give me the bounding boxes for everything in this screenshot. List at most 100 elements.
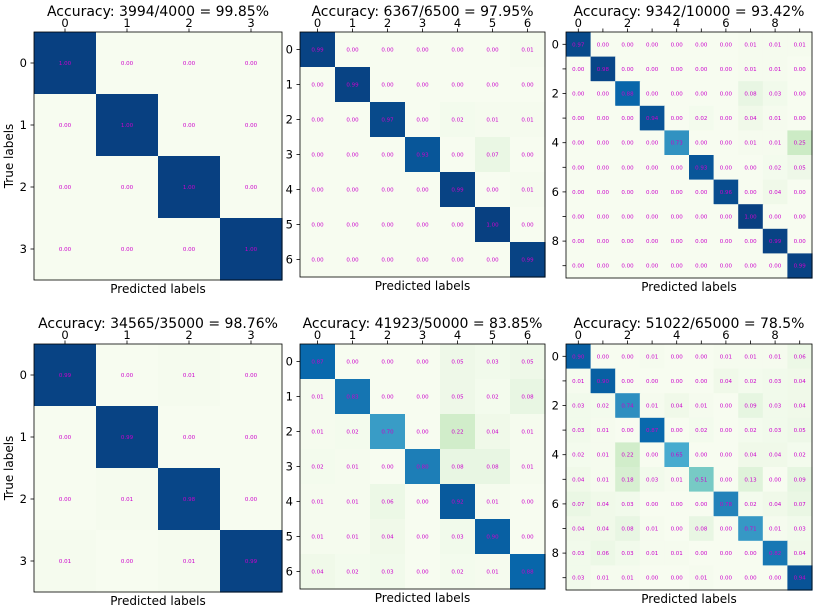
panel-2-cell-0-1: [590, 32, 616, 58]
panel-2-cell-label-6-0: 0.00: [572, 190, 585, 196]
panel-5-cell-6-2: [615, 491, 641, 517]
panel-5-cell-label-5-9: 0.09: [794, 477, 807, 483]
panel-2-cell-0-9: [787, 32, 813, 58]
panel-5-cell-6-1: [590, 491, 616, 517]
panel-2-cell-label-9-8: 0.00: [769, 264, 782, 270]
panel-5-cell-3-5: [689, 417, 715, 443]
panel-5-cell-6-5: [689, 491, 715, 517]
panel-1-cell-0-3: [405, 32, 441, 68]
panel-1-cell-3-1: [335, 137, 371, 173]
panel-5-cell-0-6: [713, 344, 739, 370]
panel-4-ytick-label-0: 0: [286, 355, 293, 369]
panel-5-cell-label-4-6: 0.00: [720, 453, 733, 459]
panel-4-cell-6-0: [300, 554, 336, 590]
panel-2-cell-label-6-9: 0.00: [794, 190, 807, 196]
panel-2-cell-2-9: [787, 81, 813, 107]
panel-1-cell-6-6: [510, 242, 546, 278]
panel-3-cell-3-1: [96, 530, 159, 593]
panel-4-cell-label-0-6: 0.05: [521, 360, 534, 366]
panel-0-ytick-label-1: 1: [20, 118, 27, 132]
panel-2-cell-1-9: [787, 56, 813, 82]
panel-4-cell-2-1: [335, 414, 371, 450]
panel-3-cell-2-1: [96, 468, 159, 531]
panel-1-cell-6-3: [405, 242, 441, 278]
panel-5-cell-label-2-7: 0.09: [744, 404, 757, 410]
panel-1-cell-5-1: [335, 207, 371, 243]
panel-4-ytick-label-5: 5: [286, 530, 293, 544]
panel-4-cell-label-6-1: 0.02: [346, 570, 358, 576]
panel-5-cell-4-0: [566, 442, 592, 468]
panel-5-cell-8-5: [689, 540, 715, 566]
panel-1-xtick-label-3: 3: [419, 16, 426, 30]
panel-5-cell-8-4: [664, 540, 690, 566]
panel-2-cell-5-3: [639, 155, 665, 181]
panel-5-cell-3-0: [566, 417, 592, 443]
panel-5-cell-8-0: [566, 540, 592, 566]
panel-0-cell-2-3: [220, 156, 283, 219]
panel-2-cell-label-2-2: 0.88: [621, 92, 634, 98]
panel-2-cell-5-0: [566, 155, 592, 181]
panel-1-cell-1-5: [475, 67, 511, 103]
panel-4-cell-label-1-2: 0.00: [381, 395, 394, 401]
panel-2-cell-label-2-5: 0.00: [695, 92, 708, 98]
panel-2-cell-9-1: [590, 253, 616, 279]
panel-5-cell-label-0-9: 0.06: [794, 354, 807, 360]
panel-2-cell-label-9-4: 0.00: [671, 264, 684, 270]
panel-1-ytick-label-6: 6: [286, 253, 293, 267]
panel-2-ytick-label-6: 6: [552, 185, 559, 199]
panel-3-cell-label-1-2: 0.00: [183, 435, 196, 441]
panel-4-cell-label-5-5: 0.90: [486, 535, 499, 541]
panel-2-cell-0-2: [615, 32, 641, 58]
panel-1-cell-5-4: [440, 207, 476, 243]
panel-0-cell-2-2: [158, 156, 221, 219]
panel-5-cell-6-7: [738, 491, 764, 517]
panel-2-cell-6-9: [787, 179, 813, 205]
panel-1-cell-1-6: [510, 67, 546, 103]
panel-4-cell-label-6-5: 0.01: [486, 570, 498, 576]
panel-1-cell-2-0: [300, 102, 336, 138]
panel-5-cell-4-6: [713, 442, 739, 468]
panel-2-cell-label-1-6: 0.00: [720, 67, 733, 73]
panel-0-title: Accuracy: 3994/4000 = 99.85%: [47, 4, 269, 20]
panel-2-cell-label-8-3: 0.00: [646, 239, 659, 245]
panel-4-xtick-label-0: 0: [314, 328, 321, 342]
panel-3-cell-2-2: [158, 468, 221, 531]
panel-1-xlabel: Predicted labels: [375, 279, 470, 293]
panel-5-cell-label-0-6: 0.01: [720, 354, 732, 360]
panel-2-cell-3-8: [762, 105, 788, 131]
panel-2-cell-0-7: [738, 32, 764, 58]
panel-1-cell-2-5: [475, 102, 511, 138]
panel-2-cell-label-3-9: 0.00: [794, 116, 807, 122]
panel-1-title: Accuracy: 6367/6500 = 97.95%: [311, 4, 533, 20]
panel-5-cell-2-3: [639, 393, 665, 419]
panel-4-cell-label-5-3: 0.00: [416, 535, 429, 541]
panel-4-cell-label-1-4: 0.05: [451, 395, 464, 401]
panel-2-cell-label-2-1: 0.00: [597, 92, 610, 98]
panel-1-cell-1-1: [335, 67, 371, 103]
panel-2-cell-label-7-7: 1.00: [744, 215, 757, 221]
panel-1-xtick-label-0: 0: [314, 16, 321, 30]
panel-2-cell-label-7-8: 0.00: [769, 215, 782, 221]
panel-2-title: Accuracy: 9342/10000 = 93.42%: [574, 4, 805, 20]
panel-0-cell-0-0: [34, 32, 97, 95]
panel-5-cell-label-2-9: 0.04: [794, 404, 807, 410]
panel-2-cell-4-5: [689, 130, 715, 156]
panel-1-cell-label-4-0: 0.00: [311, 188, 324, 194]
panel-5-cell-label-5-4: 0.01: [671, 477, 683, 483]
panel-2-cell-0-0: [566, 32, 592, 58]
panel-2-cell-9-3: [639, 253, 665, 279]
panel-5-cell-label-1-2: 0.00: [621, 379, 634, 385]
panel-4-cell-0-1: [335, 344, 371, 380]
panel-2-cell-8-4: [664, 228, 690, 254]
panel-4-cell-label-0-0: 0.87: [311, 360, 324, 366]
panel-5-cell-1-7: [738, 368, 764, 394]
panel-1-cell-label-4-4: 0.99: [451, 188, 464, 194]
panel-5-cell-4-3: [639, 442, 665, 468]
panel-5-cell-6-6: [713, 491, 739, 517]
panel-4-cell-6-4: [440, 554, 476, 590]
panel-5-cell-6-9: [787, 491, 813, 517]
panel-1-cell-5-5: [475, 207, 511, 243]
panel-4-ytick-label-1: 1: [286, 390, 293, 404]
panel-5-cell-3-8: [762, 417, 788, 443]
panel-2-cell-label-1-1: 0.98: [597, 67, 610, 73]
